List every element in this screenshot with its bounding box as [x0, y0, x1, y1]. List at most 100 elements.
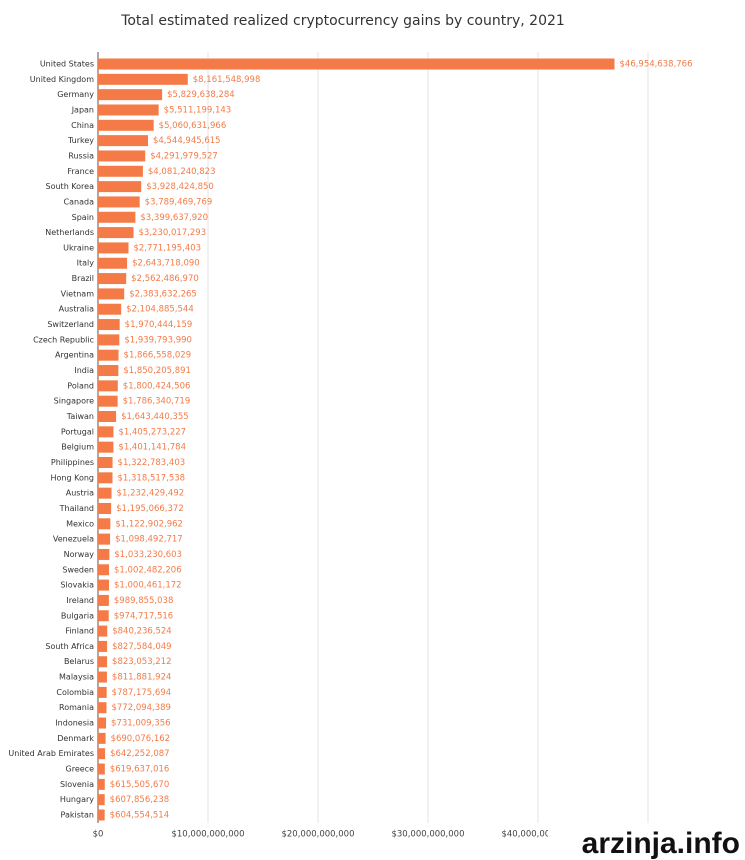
value-label: $2,383,632,265 [129, 289, 197, 299]
value-label: $46,954,638,766 [620, 60, 693, 70]
y-tick-label: Philippines [51, 458, 94, 467]
y-tick-label: Bulgaria [61, 611, 94, 620]
y-tick-label: South Korea [46, 182, 95, 191]
y-tick-label: Slovenia [60, 780, 94, 789]
y-tick-label: Colombia [56, 688, 94, 697]
bar [98, 349, 119, 361]
value-label: $3,789,469,769 [145, 197, 213, 207]
value-label: $1,033,230,603 [114, 550, 182, 560]
bar [98, 303, 122, 315]
y-tick-label: South Africa [45, 642, 94, 651]
value-label: $3,399,637,920 [140, 213, 208, 223]
y-tick-label: Japan [71, 105, 94, 114]
bar [98, 778, 105, 790]
bar [98, 365, 119, 377]
bar [98, 380, 118, 392]
value-label: $1,322,783,403 [118, 458, 186, 468]
bar [98, 671, 107, 683]
bar [98, 135, 148, 147]
bar [98, 150, 146, 162]
bar [98, 533, 111, 545]
watermark-bg [548, 825, 745, 860]
y-tick-label: United Kingdom [30, 75, 94, 84]
bar [98, 227, 134, 239]
bar [98, 395, 118, 407]
value-label: $1,786,340,719 [123, 397, 191, 407]
value-label: $1,643,440,355 [121, 412, 189, 422]
y-tick-label: Taiwan [66, 412, 94, 421]
bar [98, 763, 105, 775]
bar [98, 794, 105, 806]
value-label: $615,505,670 [110, 780, 169, 790]
bar [98, 211, 136, 223]
y-tick-label: Denmark [57, 734, 94, 743]
value-label: $619,637,016 [110, 765, 169, 775]
value-label: $1,939,793,990 [124, 335, 192, 345]
y-tick-label: Belarus [64, 657, 94, 666]
x-tick-label: $40,000,000,000 [501, 830, 574, 840]
value-label: $989,855,038 [114, 596, 173, 606]
y-tick-label: Romania [59, 703, 94, 712]
y-tick-label: Russia [68, 151, 94, 160]
y-tick-label: Malaysia [59, 673, 94, 682]
y-tick-label: Greece [66, 765, 95, 774]
value-label: $811,881,924 [112, 673, 171, 683]
value-label: $3,230,017,293 [139, 228, 207, 238]
value-label: $8,161,548,998 [193, 75, 261, 85]
bar [98, 89, 163, 101]
value-label: $840,236,524 [112, 627, 171, 637]
y-tick-label: Canada [64, 197, 95, 206]
bar [98, 809, 105, 821]
value-label: $5,060,631,966 [159, 121, 227, 131]
value-label: $1,195,066,372 [116, 504, 184, 514]
bar [98, 334, 120, 346]
bar [98, 702, 107, 714]
y-tick-label: China [71, 121, 94, 130]
value-label: $1,232,429,492 [117, 489, 185, 499]
bar [98, 58, 615, 70]
value-label: $731,009,356 [111, 719, 170, 729]
value-label: $2,643,718,090 [132, 259, 200, 269]
bar [98, 518, 111, 530]
bar [98, 411, 117, 423]
y-tick-label: Ireland [66, 596, 94, 605]
value-label: $823,053,212 [112, 657, 171, 667]
y-tick-label: Norway [64, 550, 95, 559]
y-tick-label: Hungary [60, 795, 94, 804]
value-label: $607,856,238 [110, 795, 169, 805]
y-tick-label: Switzerland [47, 320, 94, 329]
value-label: $4,291,979,527 [150, 151, 218, 161]
y-tick-label: Poland [67, 381, 94, 390]
value-label: $2,562,486,970 [131, 274, 199, 284]
bar [98, 181, 142, 193]
bar [98, 73, 188, 85]
value-label: $772,094,389 [111, 703, 170, 713]
y-tick-label: Singapore [54, 397, 94, 406]
value-label: $827,584,049 [112, 642, 171, 652]
value-label: $642,252,087 [110, 749, 169, 759]
y-tick-label: Hong Kong [51, 473, 95, 482]
bar [98, 686, 107, 698]
y-tick-label: Netherlands [45, 228, 94, 237]
bar [98, 640, 108, 652]
bar [98, 196, 140, 208]
bar [98, 119, 154, 131]
y-tick-label: Finland [65, 627, 94, 636]
bar [98, 656, 108, 668]
bar [98, 502, 112, 514]
y-tick-label: Australia [59, 305, 94, 314]
bar [98, 441, 114, 453]
bar [98, 594, 109, 606]
y-tick-label: Turkey [67, 136, 94, 145]
value-label: $2,771,195,403 [133, 243, 201, 253]
value-label: $1,850,205,891 [123, 366, 191, 376]
bar [98, 456, 113, 468]
bar [98, 288, 125, 300]
y-tick-label: Argentina [55, 351, 94, 360]
x-tick-label: $30,000,000,000 [391, 830, 464, 840]
bar [98, 165, 143, 177]
bar [98, 319, 120, 331]
y-tick-label: Slovakia [60, 581, 94, 590]
value-label: $4,081,240,823 [148, 167, 216, 177]
value-label: $2,104,885,544 [126, 305, 194, 315]
